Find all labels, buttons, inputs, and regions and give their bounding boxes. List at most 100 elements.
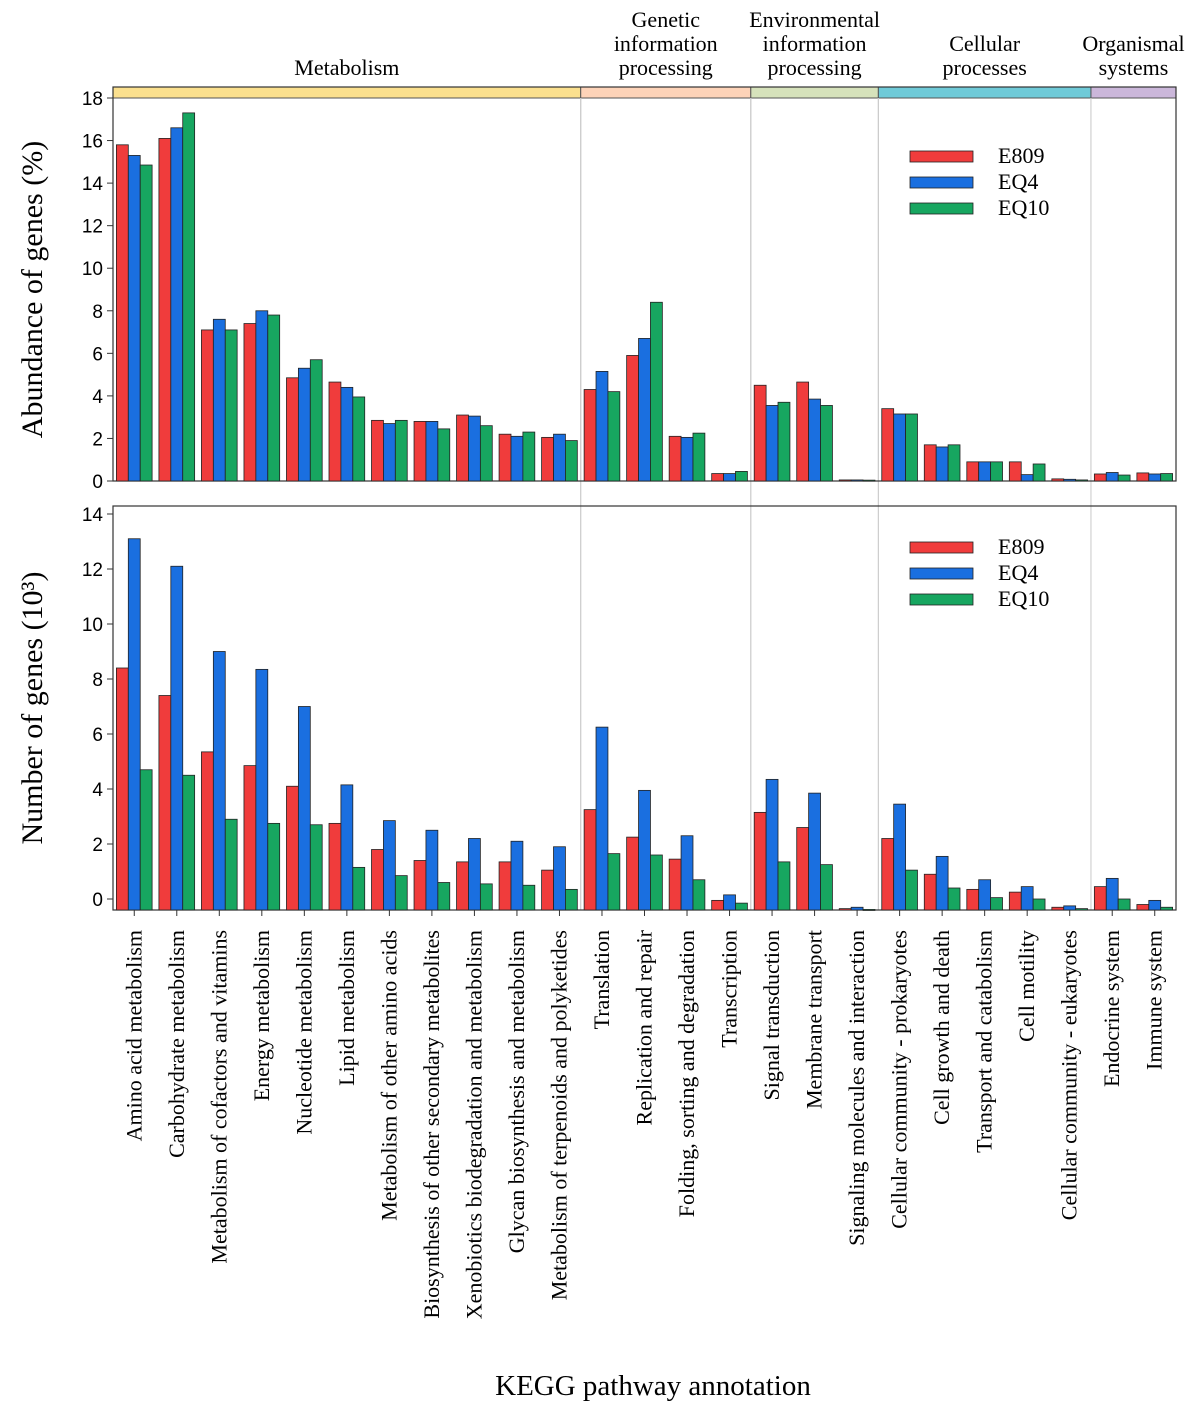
bar-EQ4-13 xyxy=(680,436,694,482)
bar-EQ4-9 xyxy=(510,840,524,911)
group-bar-0 xyxy=(112,86,582,99)
bar-EQ10-10 xyxy=(565,440,578,482)
bar-E809-11 xyxy=(583,809,597,911)
group-bar-2 xyxy=(750,86,879,99)
y-tick-label: 12 xyxy=(82,560,103,581)
legend-label-E809: E809 xyxy=(998,143,1044,168)
y-axis-label-0: Abundance of genes (%) xyxy=(16,141,49,438)
bar-EQ10-12 xyxy=(650,854,663,911)
bar-EQ4-18 xyxy=(893,413,906,482)
x-tick-label: Lipid metabolism xyxy=(334,930,359,1086)
legend-label-EQ10: EQ10 xyxy=(998,195,1049,220)
bar-E809-0 xyxy=(116,144,129,482)
x-tick-label: Folding, sorting and degradation xyxy=(674,930,699,1217)
group-label: Genetic xyxy=(632,7,701,32)
y-tick-label: 0 xyxy=(92,890,103,911)
bar-EQ4-14 xyxy=(723,473,736,482)
bar-EQ4-18 xyxy=(893,803,906,911)
group-label: information xyxy=(614,31,718,56)
bar-EQ10-8 xyxy=(479,425,493,482)
bar-EQ4-20 xyxy=(978,879,992,911)
x-tick-label: Glycan biosynthesis and metabolism xyxy=(504,930,529,1253)
bar-EQ4-6 xyxy=(383,820,396,911)
y-axis-label-1: Number of genes (10³) xyxy=(16,571,49,844)
group-bar-3 xyxy=(877,86,1092,99)
bar-EQ4-12 xyxy=(638,338,651,482)
bar-E809-6 xyxy=(371,419,384,482)
legend-label-EQ4: EQ4 xyxy=(998,169,1038,194)
bar-E809-7 xyxy=(413,421,427,482)
bar-EQ10-13 xyxy=(692,879,706,911)
bar-EQ4-20 xyxy=(978,461,992,482)
x-tick-label: Amino acid metabolism xyxy=(121,930,146,1141)
bar-EQ4-24 xyxy=(1148,899,1162,911)
x-tick-label: Xenobiotics biodegradation and metabolis… xyxy=(461,930,486,1319)
bar-EQ4-15 xyxy=(765,405,779,482)
bar-E809-7 xyxy=(413,860,427,911)
x-tick-label: Cellular community - eukaryotes xyxy=(1057,930,1082,1220)
bar-EQ10-3 xyxy=(267,822,281,911)
x-tick-label: Carbohydrate metabolism xyxy=(164,930,189,1158)
bar-EQ4-6 xyxy=(383,423,396,482)
legend-swatch-EQ10 xyxy=(909,202,974,215)
bar-EQ4-19 xyxy=(935,855,949,911)
bar-EQ4-13 xyxy=(680,835,694,911)
bar-E809-0 xyxy=(116,667,129,911)
bar-E809-17 xyxy=(838,908,852,911)
bar-E809-24 xyxy=(1136,904,1150,911)
bar-EQ4-24 xyxy=(1148,473,1162,482)
bar-EQ4-16 xyxy=(808,398,821,482)
x-tick-label: Nucleotide metabolism xyxy=(291,930,316,1135)
bar-E809-9 xyxy=(498,433,512,482)
x-tick-label: Membrane transport xyxy=(802,930,827,1109)
bar-EQ4-3 xyxy=(255,310,269,482)
bar-E809-18 xyxy=(881,408,895,482)
bar-EQ10-9 xyxy=(522,431,536,482)
bar-E809-15 xyxy=(753,384,767,482)
bar-EQ4-7 xyxy=(425,829,439,911)
x-tick-label: Signal transduction xyxy=(759,930,784,1100)
bar-E809-22 xyxy=(1051,906,1065,911)
bar-EQ4-4 xyxy=(297,706,311,911)
bar-E809-12 xyxy=(626,836,639,911)
bar-E809-8 xyxy=(456,414,469,482)
legend-label-EQ10: EQ10 xyxy=(998,586,1049,611)
x-tick-label: Metabolism of terpenoids and polyketides xyxy=(546,930,571,1300)
bar-EQ10-6 xyxy=(394,875,408,911)
legend-label-EQ4: EQ4 xyxy=(998,560,1038,585)
group-label: Metabolism xyxy=(294,55,399,80)
bar-EQ4-2 xyxy=(212,318,226,482)
bar-E809-4 xyxy=(286,377,299,482)
y-tick-label: 18 xyxy=(82,89,103,110)
bar-E809-19 xyxy=(923,444,937,482)
bar-EQ10-4 xyxy=(309,824,323,911)
bar-E809-24 xyxy=(1136,472,1150,482)
group-label: processing xyxy=(768,55,862,80)
bar-EQ4-19 xyxy=(935,446,949,482)
bar-EQ4-10 xyxy=(553,846,566,911)
y-tick-label: 4 xyxy=(92,780,103,801)
bar-EQ4-14 xyxy=(723,894,736,911)
x-tick-label: Cell growth and death xyxy=(929,930,954,1125)
bar-EQ10-1 xyxy=(182,112,196,482)
bar-EQ10-15 xyxy=(777,401,791,482)
bar-E809-3 xyxy=(243,323,257,482)
bar-E809-17 xyxy=(838,479,852,482)
bar-E809-9 xyxy=(498,861,512,911)
bar-EQ4-12 xyxy=(638,789,651,911)
bar-EQ4-0 xyxy=(127,155,141,482)
bar-E809-13 xyxy=(668,435,682,482)
bar-EQ10-5 xyxy=(352,866,366,911)
y-tick-label: 10 xyxy=(82,615,103,636)
bar-EQ10-16 xyxy=(820,405,833,482)
bar-EQ4-4 xyxy=(297,367,311,482)
bar-E809-4 xyxy=(286,785,299,911)
bar-EQ4-22 xyxy=(1063,478,1077,482)
bar-EQ10-22 xyxy=(1075,908,1088,911)
y-tick-label: 4 xyxy=(92,387,103,408)
bar-EQ10-4 xyxy=(309,359,323,482)
bar-E809-11 xyxy=(583,389,597,482)
group-label: Cellular xyxy=(949,31,1021,56)
y-tick-label: 10 xyxy=(82,259,103,280)
